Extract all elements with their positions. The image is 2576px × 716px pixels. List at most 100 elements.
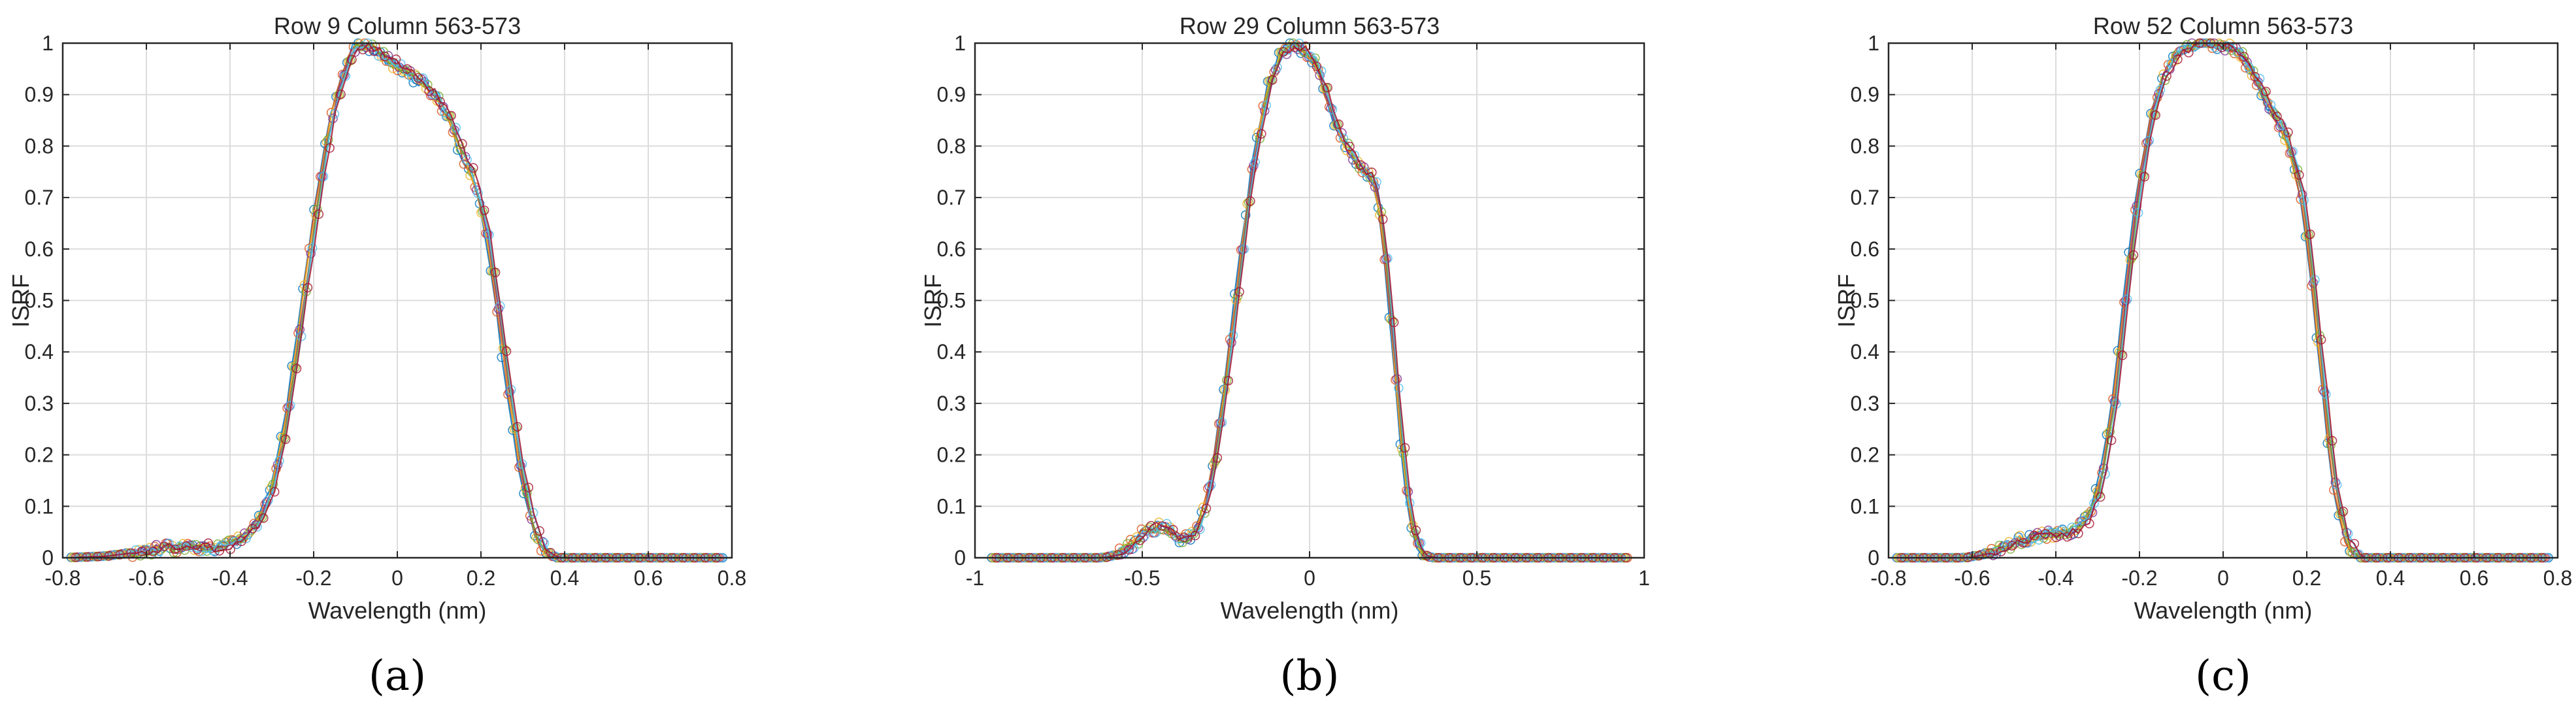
x-tick-label: 0.4 xyxy=(2376,566,2405,590)
y-tick-label: 0.8 xyxy=(25,134,54,158)
x-tick-label: -0.8 xyxy=(44,566,80,590)
data-point xyxy=(336,89,346,99)
data-point xyxy=(2232,47,2243,58)
data-point xyxy=(2040,529,2050,539)
data-point xyxy=(2321,389,2331,400)
y-tick-label: 0.7 xyxy=(25,186,54,209)
x-tick-label: 1 xyxy=(1638,566,1650,590)
data-point xyxy=(2029,530,2039,541)
data-point xyxy=(2326,440,2336,450)
data-point xyxy=(1312,61,1322,71)
data-point xyxy=(1361,167,1370,177)
data-point xyxy=(380,52,390,61)
y-tick-label: 0.5 xyxy=(25,289,54,313)
chart-title-b: Row 29 Column 563-573 xyxy=(1180,12,1440,39)
y-axis-label-c: ISRF xyxy=(1833,274,1860,328)
data-point xyxy=(1157,521,1167,531)
y-tick-label: 1 xyxy=(1868,31,1879,55)
data-point xyxy=(1144,522,1155,532)
data-point xyxy=(174,541,185,551)
x-tick-label: 0.6 xyxy=(2460,566,2488,590)
data-point xyxy=(237,536,246,547)
series-2 xyxy=(992,40,1632,563)
y-tick-label: 0.4 xyxy=(25,340,54,364)
x-tick-label: 0.5 xyxy=(1462,566,1491,590)
data-point xyxy=(438,102,448,112)
data-point xyxy=(1113,550,1123,560)
data-point xyxy=(131,545,141,555)
data-point xyxy=(2122,294,2132,305)
data-point xyxy=(1200,508,1210,518)
data-point xyxy=(1367,167,1377,177)
data-point xyxy=(312,204,322,214)
data-point xyxy=(2173,54,2183,65)
data-point xyxy=(252,522,262,532)
data-point xyxy=(2254,73,2265,84)
y-tick-label: 0.8 xyxy=(937,134,966,158)
data-point xyxy=(2045,527,2055,537)
x-tick-label: 0.8 xyxy=(718,566,746,590)
data-point xyxy=(374,51,384,61)
data-point xyxy=(501,346,512,356)
ticks-a: -0.8 -0.6 -0.4 -0.2 0 0.2 0.4 0.6 0.8 0 0.1 0.2 0.3 0… xyxy=(25,31,747,590)
data-point xyxy=(2121,296,2131,306)
data-point xyxy=(2001,541,2011,551)
data-point xyxy=(1168,524,1178,535)
data-point xyxy=(2184,48,2194,58)
data-point xyxy=(1345,141,1355,152)
data-point xyxy=(523,483,534,492)
y-tick-label: 0.3 xyxy=(937,392,966,415)
data-point xyxy=(2128,250,2139,260)
data-point xyxy=(93,551,103,562)
x-tick-label: -0.2 xyxy=(2121,566,2157,590)
data-point xyxy=(325,143,335,153)
data-point xyxy=(490,267,501,278)
data-point xyxy=(2316,335,2326,345)
data-point xyxy=(314,209,324,219)
data-point xyxy=(2272,111,2282,122)
x-tick-label: 0 xyxy=(2217,566,2229,590)
data-point xyxy=(2281,131,2292,141)
y-tick-label: 0.3 xyxy=(1851,392,1879,415)
y-tick-label: 0.6 xyxy=(1851,237,1879,261)
data-point xyxy=(1234,286,1244,297)
data-point xyxy=(1124,545,1134,555)
y-axis-label-b: ISRF xyxy=(919,274,946,328)
y-tick-label: 0.7 xyxy=(1851,186,1879,209)
y-tick-label: 0.2 xyxy=(1851,443,1879,467)
x-tick-label: 0.4 xyxy=(550,566,579,590)
data-point xyxy=(391,54,401,64)
x-axis-label-a: Wavelength (nm) xyxy=(308,597,487,624)
data-point xyxy=(2162,71,2171,81)
data-point xyxy=(181,541,191,551)
data-point xyxy=(473,188,483,198)
y-tick-label: 0.3 xyxy=(25,392,54,415)
data-point xyxy=(2017,539,2026,549)
y-tick-label: 0.2 xyxy=(937,443,966,467)
data-point xyxy=(1338,133,1349,143)
data-point xyxy=(535,526,545,536)
data-point xyxy=(2327,435,2337,446)
data-point xyxy=(269,486,280,497)
data-point xyxy=(1337,128,1347,138)
x-tick-label: -0.4 xyxy=(2038,566,2073,590)
x-tick-label: 0.6 xyxy=(634,566,663,590)
data-point xyxy=(1974,551,1984,561)
data-point xyxy=(2018,537,2028,548)
data-point xyxy=(1162,519,1172,529)
data-point xyxy=(2078,515,2088,526)
data-point xyxy=(1257,129,1266,139)
y-tick-label: 0.9 xyxy=(1851,83,1879,107)
grid-lines-a xyxy=(62,43,733,558)
data-point xyxy=(2117,350,2128,360)
panel-letter-a: (a) xyxy=(369,652,426,700)
data-point xyxy=(1356,160,1366,170)
data-point xyxy=(2283,128,2293,137)
data-point xyxy=(357,44,368,54)
y-tick-label: 0.9 xyxy=(937,83,966,107)
data-point xyxy=(1190,530,1200,541)
data-point xyxy=(1267,75,1278,85)
panel-letter-c: (c) xyxy=(2195,652,2251,700)
data-point xyxy=(2177,45,2187,55)
